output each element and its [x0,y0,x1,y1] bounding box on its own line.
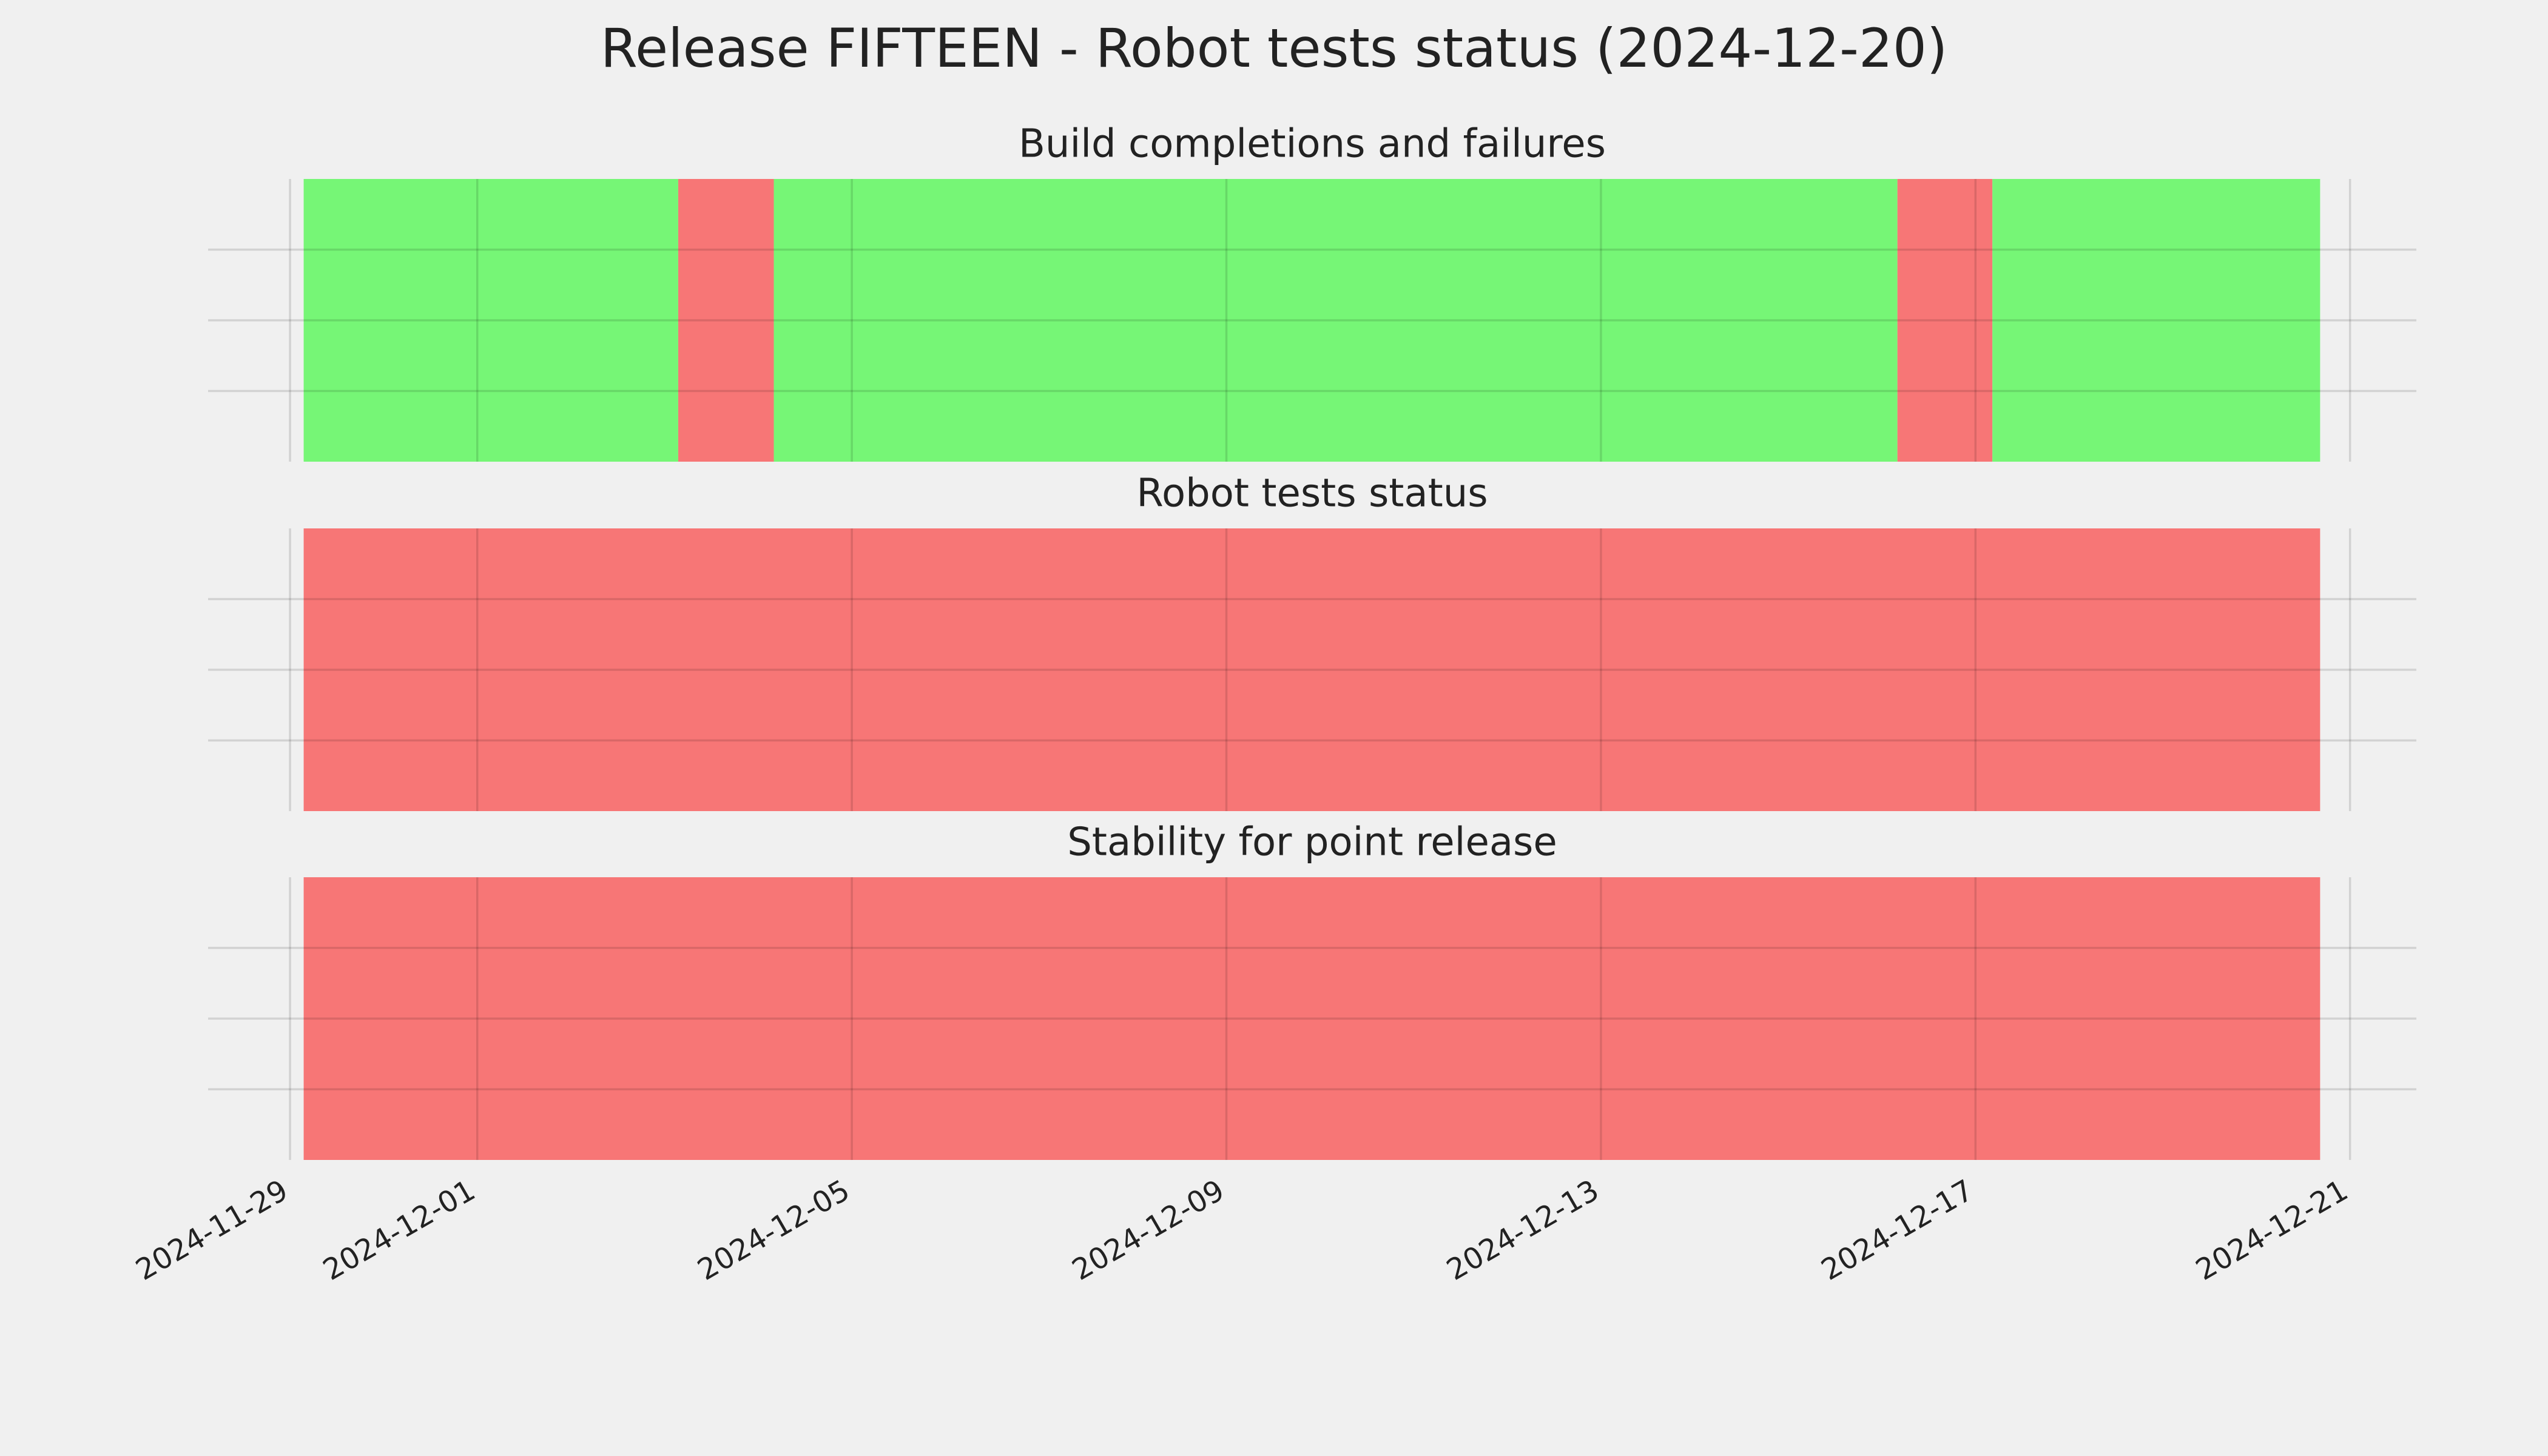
panel-title: Robot tests status [1136,471,1488,516]
panel-title: Stability for point release [1067,820,1557,865]
status-span [1992,179,2320,462]
status-span [678,179,774,462]
status-span [303,877,2320,1160]
figure-title: Release FIFTEEN - Robot tests status (20… [601,17,1947,79]
status-span [303,528,2320,811]
status-span [303,179,678,462]
status-span [774,179,1898,462]
panel-title: Build completions and failures [1019,122,1606,167]
status-span [1897,179,1993,462]
